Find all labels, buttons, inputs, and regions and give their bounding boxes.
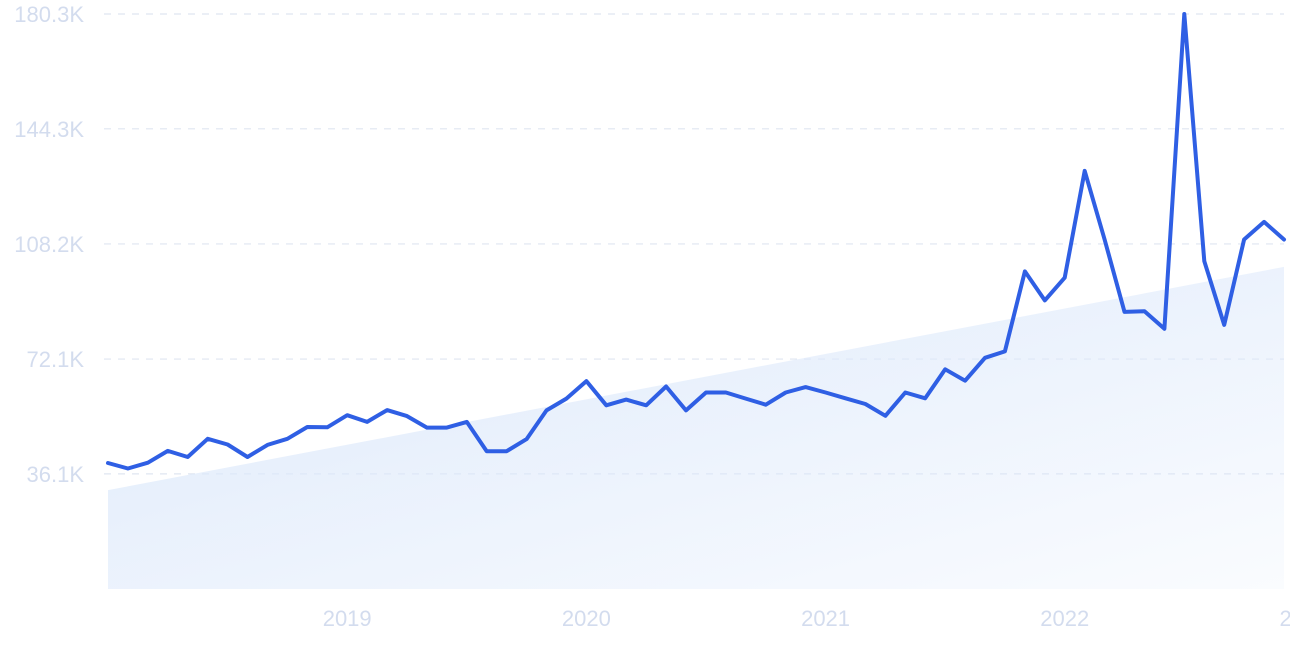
data-point-2023-06 (1281, 236, 1287, 242)
data-point-2018-12 (205, 436, 211, 442)
data-point-2022-11 (1141, 308, 1147, 314)
x-tick-label: 2021 (801, 606, 850, 631)
data-point-2020-11 (663, 383, 669, 389)
y-tick-label: 72.1K (27, 347, 85, 372)
data-point-2022-06 (1042, 297, 1048, 303)
data-point-2020-03 (504, 448, 510, 454)
data-point-2019-05 (304, 424, 310, 430)
data-point-2018-08 (125, 465, 131, 471)
data-point-2022-09 (1102, 236, 1108, 242)
data-point-2021-06 (803, 384, 809, 390)
data-point-2019-12 (444, 425, 450, 431)
data-point-2022-04 (1002, 348, 1008, 354)
data-point-2021-08 (842, 395, 848, 401)
y-tick-label: 180.3K (14, 2, 84, 27)
data-point-2023-04 (1241, 236, 1247, 242)
data-point-2020-09 (623, 397, 629, 403)
data-point-2019-01 (225, 442, 231, 448)
data-point-2019-10 (404, 413, 410, 419)
y-tick-label: 108.2K (14, 232, 84, 257)
data-point-2022-01 (942, 366, 948, 372)
data-point-2020-12 (683, 407, 689, 413)
x-tick-label: 2023 (1279, 606, 1290, 631)
data-point-2022-08 (1082, 168, 1088, 174)
data-point-2020-10 (643, 402, 649, 408)
series-line-0 (106, 12, 1286, 471)
y-tick-label: 36.1K (27, 462, 85, 487)
data-point-2023-05 (1261, 219, 1267, 225)
trend-area (108, 266, 1284, 589)
data-point-2019-07 (344, 412, 350, 418)
data-point-2019-04 (284, 436, 290, 442)
series-layer (106, 12, 1286, 471)
data-point-2018-09 (145, 460, 151, 466)
data-point-2021-04 (763, 402, 769, 408)
data-point-2019-03 (264, 442, 270, 448)
trend-layer (108, 266, 1284, 589)
data-point-2018-10 (165, 448, 171, 454)
data-point-2020-02 (484, 448, 490, 454)
y-axis-labels: 36.1K 72.1K 108.2K 144.3K 180.3K (14, 2, 84, 487)
data-point-2021-02 (723, 390, 729, 396)
data-point-2023-03 (1221, 322, 1227, 328)
data-point-2021-07 (823, 390, 829, 396)
y-tick-label: 144.3K (14, 117, 84, 142)
data-point-2021-09 (862, 401, 868, 407)
data-point-2019-06 (324, 424, 330, 430)
data-point-2022-03 (982, 355, 988, 361)
data-point-2021-11 (902, 390, 908, 396)
data-point-2019-02 (245, 454, 251, 460)
data-point-2019-09 (384, 407, 390, 413)
data-point-2021-05 (783, 390, 789, 396)
data-point-2020-07 (583, 378, 589, 384)
data-point-2023-01 (1181, 11, 1187, 17)
data-point-2022-02 (962, 378, 968, 384)
data-point-2022-07 (1062, 275, 1068, 281)
data-point-2020-05 (544, 407, 550, 413)
x-axis-labels: 2019 2020 2021 2022 2023 (323, 606, 1290, 631)
x-tick-label: 2020 (562, 606, 611, 631)
data-point-2018-11 (185, 454, 191, 460)
data-point-2020-08 (603, 402, 609, 408)
data-point-2022-12 (1161, 326, 1167, 332)
x-tick-label: 2022 (1040, 606, 1089, 631)
data-point-2021-03 (743, 396, 749, 402)
data-point-2019-08 (364, 419, 370, 425)
data-point-2021-01 (703, 390, 709, 396)
data-point-2022-05 (1022, 268, 1028, 274)
x-tick-label: 2019 (323, 606, 372, 631)
data-point-2020-06 (563, 396, 569, 402)
data-point-2020-04 (524, 436, 530, 442)
data-point-2023-02 (1201, 258, 1207, 264)
data-point-2020-01 (464, 419, 470, 425)
data-point-2022-10 (1122, 309, 1128, 315)
data-point-2021-10 (882, 413, 888, 419)
data-point-2018-07 (105, 460, 111, 466)
data-point-2021-12 (922, 395, 928, 401)
data-point-2019-11 (424, 425, 430, 431)
